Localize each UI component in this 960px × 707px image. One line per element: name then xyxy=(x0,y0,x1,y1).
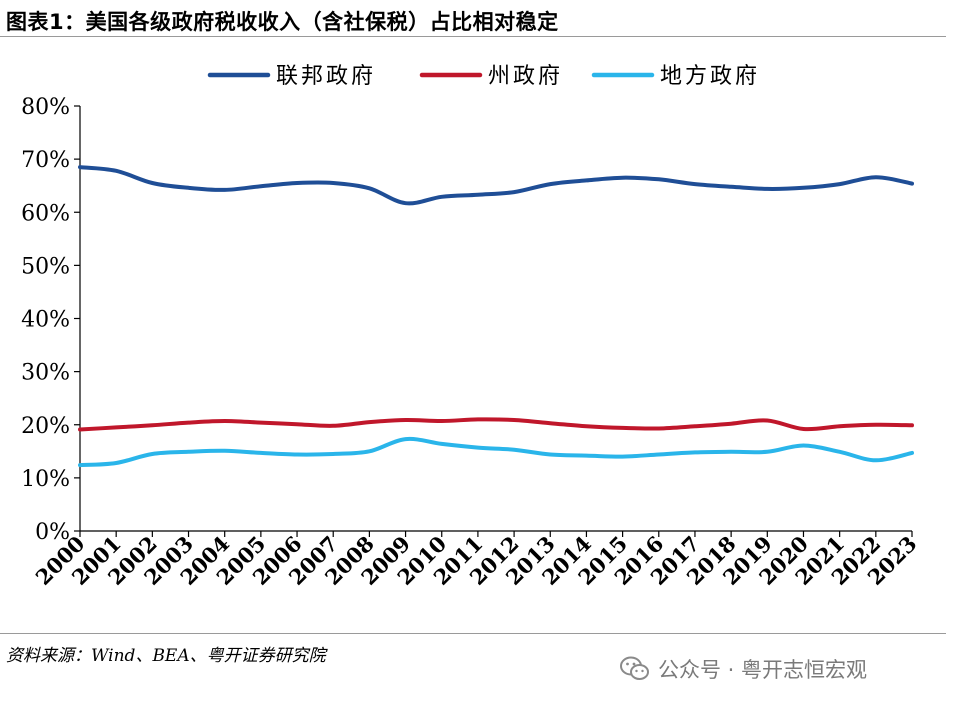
series-line-2 xyxy=(78,417,914,432)
y-tick-label: 80% xyxy=(21,95,70,120)
chart-series xyxy=(78,165,914,468)
y-tick-label: 40% xyxy=(21,308,70,333)
y-tick-label: 70% xyxy=(21,148,70,173)
series-line-1 xyxy=(78,165,914,206)
watermark-text: 公众号 · 粤开志恒宏观 xyxy=(658,658,868,682)
source-note: 资料来源：Wind、BEA、粤开证券研究院 xyxy=(6,646,326,666)
y-tick-label: 30% xyxy=(21,361,70,386)
y-tick-label: 20% xyxy=(21,414,70,439)
legend-label-1: 联邦政府 xyxy=(276,64,376,89)
chart-legend: 联邦政府 州政府 地方政府 xyxy=(207,64,760,89)
y-tick-label: 10% xyxy=(21,467,70,492)
legend-label-3: 地方政府 xyxy=(660,64,760,89)
series-line-3 xyxy=(78,436,914,468)
legend-label-2: 州政府 xyxy=(488,64,563,89)
watermark: 公众号 · 粤开志恒宏观 xyxy=(620,654,867,684)
title-divider xyxy=(0,36,946,37)
wechat-icon xyxy=(620,656,649,680)
y-tick-label: 50% xyxy=(21,254,70,279)
figure-title: 图表1：美国各级政府税收收入（含社保税）占比相对稳定 xyxy=(6,10,559,34)
source-divider xyxy=(0,633,946,634)
line-chart: 联邦政府 州政府 地方政府 0%10%20%30%40%50%60%70%80%20… xyxy=(21,64,921,590)
chart-axes: 0%10%20%30%40%50%60%70%80%20002001200220… xyxy=(21,95,921,590)
y-tick-label: 60% xyxy=(21,201,70,226)
y-tick-label: 0% xyxy=(35,520,70,545)
